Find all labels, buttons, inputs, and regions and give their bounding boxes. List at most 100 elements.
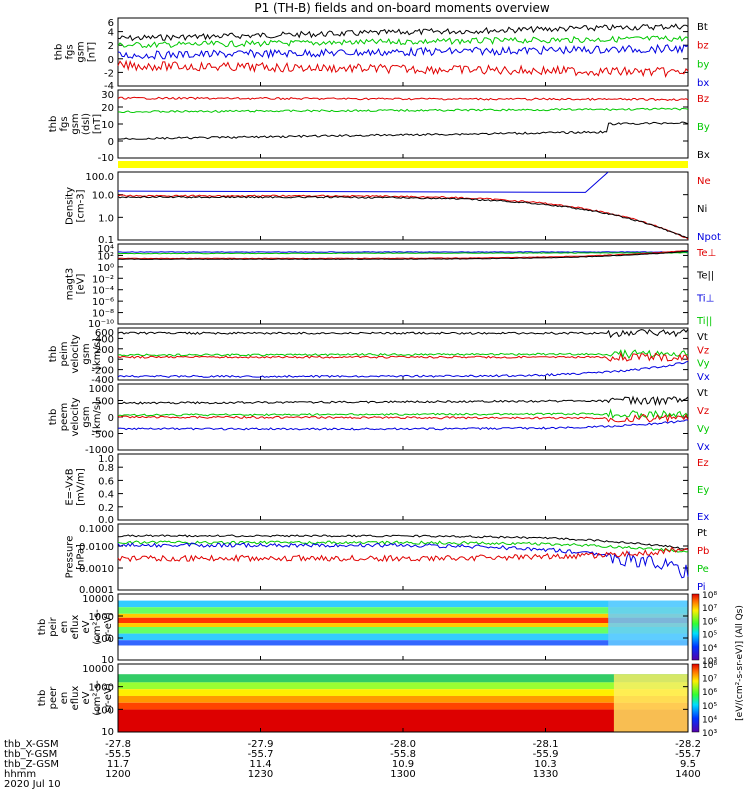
data-quality-bar — [118, 161, 688, 168]
spectrogram-band — [118, 623, 688, 627]
footer-value: -28.1 — [533, 739, 559, 750]
trace-bz — [117, 59, 689, 79]
trace-vt — [117, 328, 689, 339]
legend-ti⊥: Ti⊥ — [696, 293, 714, 304]
y-tick-label: -500 — [91, 430, 114, 441]
legend-vz: Vz — [697, 345, 709, 356]
footer-label: thb_Z-GSM — [4, 759, 59, 770]
y-tick-label: 0.0010 — [79, 564, 114, 575]
y-axis-label-line: [nT] — [92, 114, 103, 134]
footer-value: 1400 — [675, 769, 700, 780]
y-axis-label-line: [nPa] — [76, 544, 87, 570]
legend-vt: Vt — [697, 388, 708, 399]
colorbar-tick-label: 10⁴ — [702, 644, 717, 654]
footer-label: thb_X-GSM — [4, 739, 59, 750]
y-axis-label: thbfgsgsm(dsl)[nT] — [48, 113, 103, 135]
legend-bx: Bx — [697, 150, 710, 161]
footer-value: 1300 — [390, 769, 415, 780]
y-axis-label: magt3[eV] — [65, 268, 87, 301]
panel-density: 100.0 10.0 1.0 0.1 Density[cm-3] Ne Ni Npot — [65, 171, 721, 246]
spectrogram-band — [118, 607, 688, 614]
spectrogram-band — [118, 682, 688, 690]
legend-vy: Vy — [697, 424, 710, 435]
legend-te||: Te|| — [696, 271, 714, 282]
legend-ne: Ne — [697, 176, 711, 187]
footer-value: -55.7 — [248, 749, 274, 760]
y-axis-label-line: E=-VxB — [65, 468, 76, 505]
y-tick-label: 0.1000 — [79, 524, 114, 535]
y-tick-label: 10⁻² — [92, 274, 114, 285]
y-axis-label-line: thb — [48, 409, 59, 426]
trace-vz — [117, 351, 689, 362]
footer-value: -55.5 — [105, 749, 131, 760]
footer-value: -55.9 — [533, 749, 559, 760]
y-tick-label: 1.0 — [98, 213, 114, 224]
legend-bx: bx — [697, 78, 709, 89]
footer-value: 1200 — [105, 769, 130, 780]
y-tick-label: 600 — [95, 328, 114, 339]
panel-peer: 10000 1000 100 10 thbpeerenefluxeV(cm²-s-sr-… — [37, 663, 689, 738]
y-axis-label-line: eflux — [70, 615, 81, 640]
footer-value: -28.0 — [390, 739, 416, 750]
y-tick-label: -10 — [98, 153, 114, 164]
footer-label: thb_Y-GSM — [4, 749, 57, 760]
legend-ex: Ex — [697, 512, 709, 523]
trace-te-perp — [117, 250, 689, 260]
spectrogram-band — [613, 674, 688, 732]
y-tick-label: 100 — [95, 705, 114, 716]
trace-by — [117, 35, 689, 49]
spectrogram-band — [118, 600, 688, 608]
y-axis-label-line: gsm — [70, 113, 81, 134]
y-tick-label: 1000 — [89, 683, 114, 694]
y-axis-label-line: magt3 — [65, 268, 76, 301]
y-tick-label: -2 — [104, 68, 114, 79]
y-axis-label-line: (cm²-s- — [92, 609, 103, 645]
y-axis-label-line: thb — [48, 346, 59, 363]
colorbar-tick-label: 10⁸ — [702, 661, 717, 671]
legend-pe: Pe — [697, 564, 709, 575]
panel-bgse: 64 2 0 -2 -4 thbfgsgsm[nT] Bt bz by bx — [54, 17, 709, 92]
y-axis-label-line: peir — [48, 616, 59, 636]
footer-value: 11.4 — [249, 759, 271, 770]
trace-vt — [117, 395, 689, 407]
footer-value: 10.3 — [534, 759, 556, 770]
y-tick-label: 0 — [108, 413, 114, 424]
plot-title: P1 (TH-B) fields and on-board moments ov… — [254, 1, 550, 15]
y-tick-label: 10.0 — [92, 191, 114, 202]
y-axis-label-line: eV — [81, 620, 92, 633]
y-axis-label-line: (cm²-s- — [92, 680, 103, 716]
y-tick-label: 1000 — [89, 384, 114, 395]
footer-value: -27.9 — [248, 739, 274, 750]
y-tick-label: 6 — [108, 18, 114, 29]
y-axis-label-line: eV — [81, 691, 92, 704]
y-axis-label-line: gsm — [76, 41, 87, 62]
trace-pe — [117, 540, 689, 553]
y-axis-label-line: [km/s] — [92, 401, 103, 433]
y-tick-label: 10⁻⁴ — [92, 286, 114, 297]
panel-efield: 1.00.8 0.6 0.4 0.20.0 E=-VxB[mV/m] Ez Ey Ex — [65, 453, 709, 526]
y-tick-label: 10⁻⁸ — [92, 309, 114, 320]
trace-vz — [117, 413, 689, 423]
legend-ey: Ey — [697, 485, 709, 496]
footer-value: -27.8 — [105, 739, 131, 750]
y-tick-label: -4 — [104, 81, 114, 92]
legend-npot: Npot — [697, 232, 721, 243]
y-axis-label-line: (dsl) — [81, 113, 92, 135]
y-axis-label: thbpeerenefluxeV(cm²-s-sr-eV) — [37, 680, 114, 716]
trace-pb — [117, 546, 689, 563]
trace-ti-par — [117, 252, 689, 255]
y-tick-label: 10 — [101, 727, 114, 738]
legend-bz: Bz — [697, 94, 709, 105]
y-axis-label-line: peim — [59, 341, 70, 366]
panel-pressure: 0.10000.01000.00100.0001Pressure[nPa]PtP… — [65, 523, 709, 596]
y-axis-label-line: velocity — [70, 334, 81, 373]
y-axis-label: thbpeirenefluxeV(cm²-s-sr-eV) — [37, 609, 114, 645]
colorbar-tick-label: 10⁷ — [702, 604, 717, 614]
y-axis-label-line: peer — [48, 686, 59, 710]
legend-ni: Ni — [697, 204, 707, 215]
y-tick-label: 0.4 — [98, 490, 114, 501]
legend-te⊥: Te⊥ — [696, 248, 716, 259]
footer-value: 10.9 — [392, 759, 414, 770]
colorbar — [691, 663, 700, 733]
